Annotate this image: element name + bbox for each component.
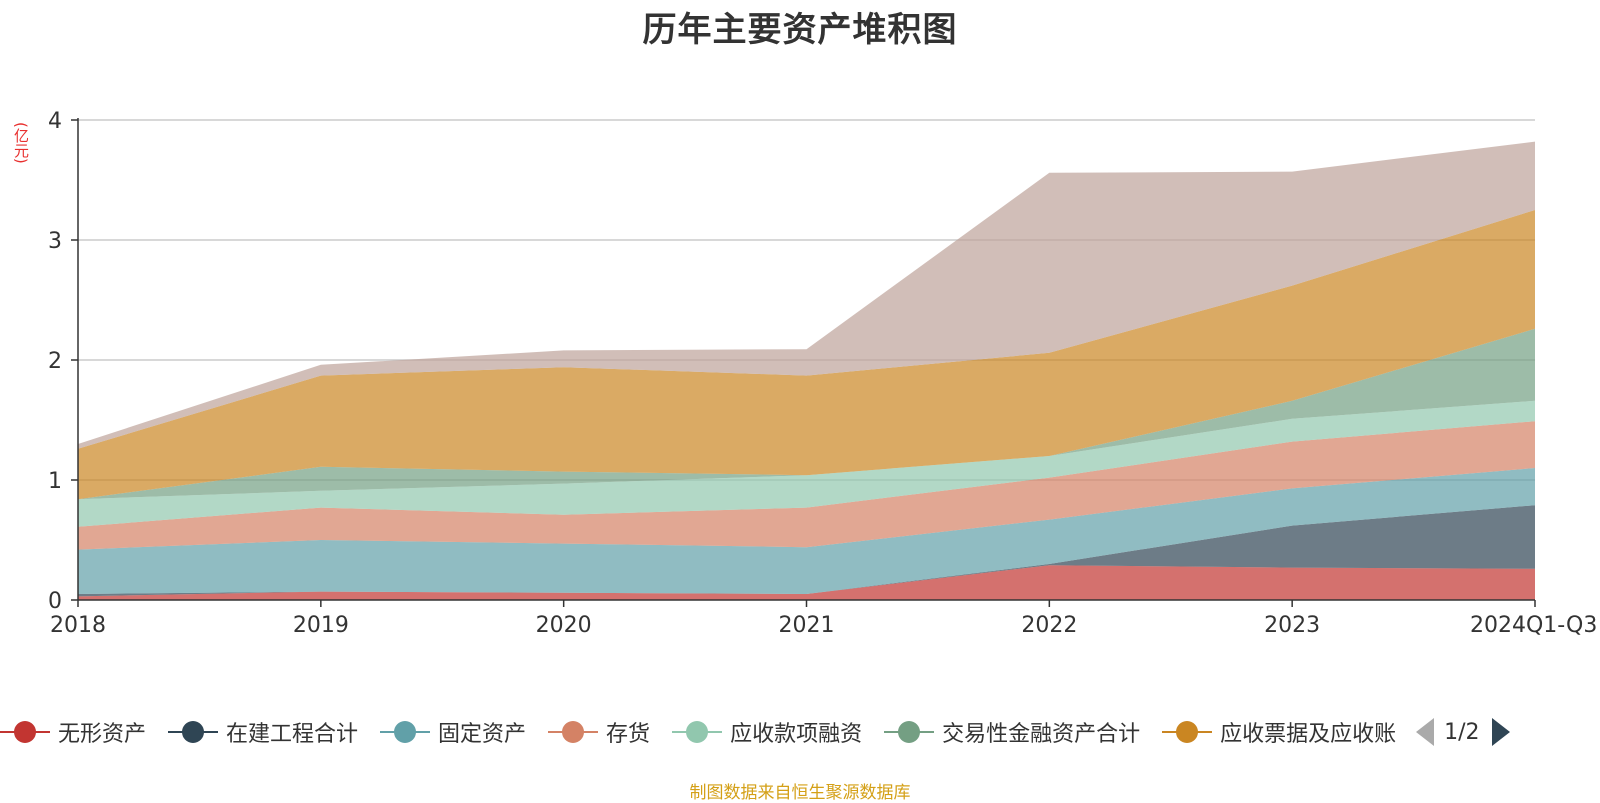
legend-pager: 1/2	[1416, 718, 1510, 746]
legend-marker-icon	[1162, 718, 1213, 746]
y-tick-label: 4	[48, 109, 62, 134]
legend-marker-icon	[548, 718, 599, 746]
legend: 无形资产 在建工程合计 固定资产 存货 应收款项融资 交易性金融资产合计 应收票据及应收账 1…	[0, 712, 1600, 752]
legend-item[interactable]: 存货	[548, 716, 650, 748]
legend-item[interactable]: 应收票据及应收账	[1162, 716, 1396, 748]
legend-marker-icon	[380, 718, 431, 746]
y-tick-label: 1	[48, 469, 62, 494]
y-tick-label: 3	[48, 229, 62, 254]
legend-item[interactable]: 固定资产	[380, 716, 526, 748]
series-area-0	[78, 565, 1535, 600]
series-area-3	[78, 421, 1535, 550]
series-area-6	[78, 210, 1535, 500]
legend-marker-icon	[0, 718, 50, 746]
chart-title: 历年主要资产堆积图	[642, 10, 958, 50]
x-tick-label: 2019	[293, 613, 349, 638]
legend-label: 无形资产	[58, 722, 147, 747]
y-tick-label: 0	[48, 589, 62, 614]
legend-label: 交易性金融资产合计	[942, 722, 1141, 747]
legend-label: 固定资产	[438, 722, 527, 747]
x-tick-label: 2023	[1264, 613, 1320, 638]
legend-label: 应收票据及应收账	[1220, 722, 1397, 747]
legend-label: 应收款项融资	[730, 722, 863, 747]
legend-marker-icon	[672, 718, 723, 746]
data-source-note: 制图数据来自恒生聚源数据库	[689, 783, 911, 803]
x-tick-label: 2022	[1021, 613, 1077, 638]
legend-item[interactable]: 交易性金融资产合计	[884, 716, 1140, 748]
stacked-area-chart: 0 1 2 3 4 2018 2019 2020 2021 2022 2023 2024Q1-Q3	[48, 109, 1597, 638]
series-area-2	[78, 468, 1535, 594]
x-tick-label: 2024Q1-Q3	[1470, 613, 1597, 638]
x-tick-label: 2021	[779, 613, 835, 638]
legend-marker-icon	[168, 718, 219, 746]
legend-item[interactable]: 无形资产	[0, 716, 146, 748]
legend-label: 在建工程合计	[226, 722, 359, 747]
legend-page-indicator: 1/2	[1444, 719, 1480, 745]
y-axis-unit: (亿元)	[12, 122, 30, 164]
legend-item[interactable]: 应收款项融资	[672, 716, 862, 748]
legend-item[interactable]: 在建工程合计	[168, 716, 358, 748]
x-tick-label: 2020	[536, 613, 592, 638]
series-area-4	[78, 400, 1535, 527]
series-area-5	[78, 328, 1535, 500]
series-area-1	[78, 505, 1535, 597]
y-tick-label: 2	[48, 349, 62, 374]
legend-label: 存货	[606, 722, 651, 747]
x-tick-label: 2018	[50, 613, 106, 638]
legend-marker-icon	[884, 718, 935, 746]
series-area-7	[78, 141, 1535, 449]
triangle-left-icon[interactable]	[1416, 718, 1435, 746]
triangle-right-icon[interactable]	[1491, 718, 1510, 746]
